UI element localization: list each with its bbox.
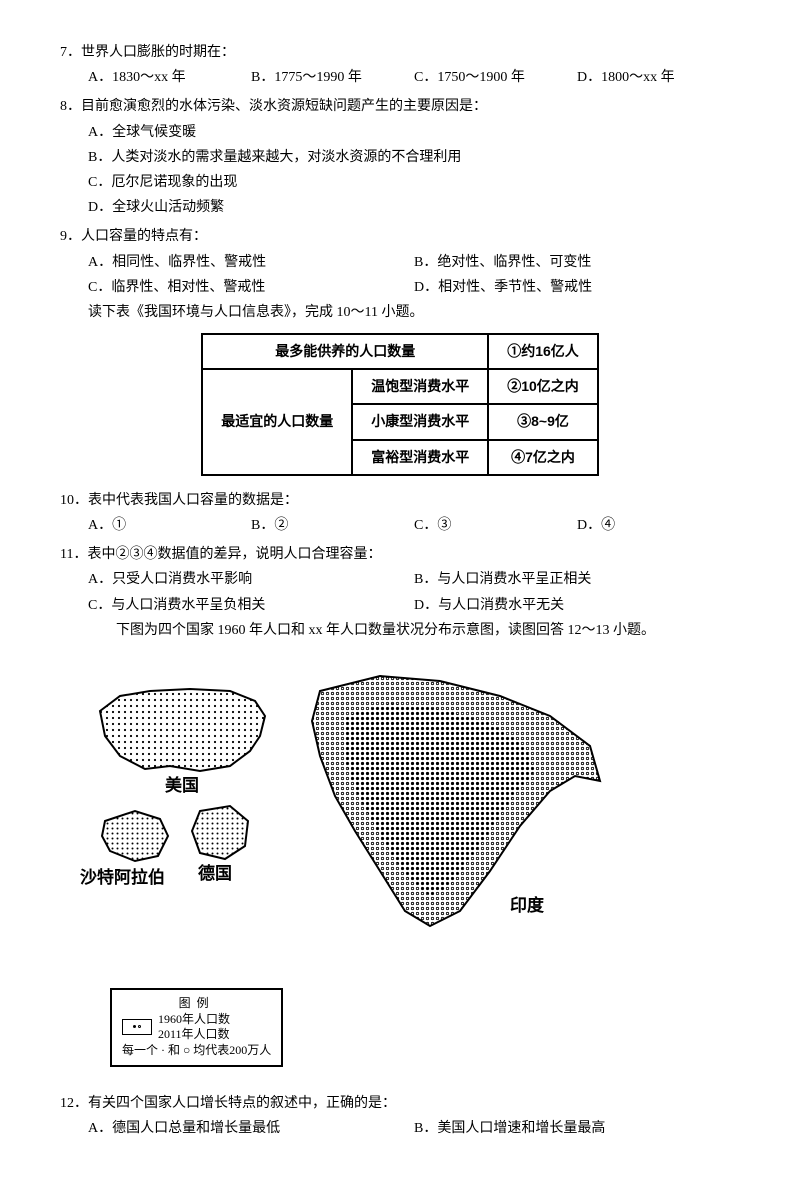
- q9-opt-b: B．绝对性、临界性、可变性: [414, 250, 740, 275]
- q8-opt-b: B．人类对淡水的需求量越来越大，对淡水资源的不合理利用: [88, 145, 740, 170]
- q10-opt-c: C．③: [414, 513, 577, 538]
- country-saudi-shape: [102, 811, 168, 861]
- table-r3c2: ③8~9亿: [488, 404, 598, 439]
- q12-opt-b: B．美国人口增速和增长量最高: [414, 1116, 740, 1141]
- q9-opt-c: C．临界性、相对性、警戒性: [88, 275, 414, 300]
- q11-opt-c: C．与人口消费水平呈负相关: [88, 593, 414, 618]
- q9-opt-a: A．相同性、临界性、警戒性: [88, 250, 414, 275]
- question-7: 7．世界人口膨胀的时期在： A．1830～xx 年 B．1775～1990 年 …: [60, 40, 740, 90]
- question-7-text: 7．世界人口膨胀的时期在：: [60, 40, 740, 65]
- table-r2c2: ②10亿之内: [488, 369, 598, 404]
- population-map-figure: 美国 沙特阿拉伯 德国 印度 图例 1960年人口数 2011年人口数 每一个 …: [60, 661, 740, 1067]
- q8-opt-c: C．厄尔尼诺现象的出现: [88, 170, 740, 195]
- q7-opt-a: A．1830～xx 年: [88, 65, 251, 90]
- question-12: 12．有关四个国家人口增长特点的叙述中，正确的是： A．德国人口总量和增长量最低…: [60, 1091, 740, 1141]
- population-info-table: 最多能供养的人口数量 ①约16亿人 最适宜的人口数量 温饱型消费水平 ②10亿之…: [201, 333, 599, 476]
- question-9: 9．人口容量的特点有： A．相同性、临界性、警戒性 B．绝对性、临界性、可变性 …: [60, 224, 740, 325]
- question-10-options: A．① B．② C．③ D．④: [60, 513, 740, 538]
- table-r4c1: 富裕型消费水平: [352, 440, 488, 475]
- question-10: 10．表中代表我国人口容量的数据是： A．① B．② C．③ D．④: [60, 488, 740, 538]
- table-rowspan-label: 最适宜的人口数量: [202, 369, 352, 475]
- map-legend: 图例 1960年人口数 2011年人口数 每一个 · 和 ○ 均代表200万人: [110, 988, 283, 1067]
- table-r4c2: ④7亿之内: [488, 440, 598, 475]
- question-12-text: 12．有关四个国家人口增长特点的叙述中，正确的是：: [60, 1091, 740, 1116]
- question-12-options: A．德国人口总量和增长量最低 B．美国人口增速和增长量最高: [60, 1116, 740, 1141]
- legend-line1: 1960年人口数: [158, 1012, 230, 1026]
- q10-opt-d: D．④: [577, 513, 740, 538]
- table-rowspan-label-text: 最适宜的人口数量: [221, 413, 333, 429]
- legend-row-1: 1960年人口数 2011年人口数: [122, 1012, 271, 1041]
- figure-intro: 下图为四个国家 1960 年人口和 xx 年人口数量状况分布示意图，读图回答 1…: [60, 618, 740, 643]
- table-intro: 读下表《我国环境与人口信息表》，完成 10～11 小题。: [60, 300, 740, 325]
- question-9-text: 9．人口容量的特点有：: [60, 224, 740, 249]
- label-germany: 德国: [198, 863, 232, 883]
- legend-line3: 每一个 · 和 ○ 均代表200万人: [122, 1041, 271, 1059]
- table-r1c1: 最多能供养的人口数量: [202, 334, 488, 369]
- map-svg: 美国 沙特阿拉伯 德国 印度: [80, 661, 620, 981]
- q7-opt-b: B．1775～1990 年: [251, 65, 414, 90]
- q8-opt-d: D．全球火山活动频繁: [88, 195, 740, 220]
- q12-opt-a: A．德国人口总量和增长量最低: [88, 1116, 414, 1141]
- q7-opt-c: C．1750～1900 年: [414, 65, 577, 90]
- question-8: 8．目前愈演愈烈的水体污染、淡水资源短缺问题产生的主要原因是： A．全球气候变暖…: [60, 94, 740, 220]
- country-usa-shape: [100, 689, 265, 771]
- table-r3c1: 小康型消费水平: [352, 404, 488, 439]
- population-info-table-wrap: 最多能供养的人口数量 ①约16亿人 最适宜的人口数量 温饱型消费水平 ②10亿之…: [60, 333, 740, 476]
- question-8-text: 8．目前愈演愈烈的水体污染、淡水资源短缺问题产生的主要原因是：: [60, 94, 740, 119]
- label-india: 印度: [510, 895, 545, 915]
- legend-title: 图例: [122, 994, 271, 1012]
- country-germany-shape: [192, 806, 248, 859]
- q10-opt-a: A．①: [88, 513, 251, 538]
- question-9-options: A．相同性、临界性、警戒性 B．绝对性、临界性、可变性 C．临界性、相对性、警戒…: [60, 250, 740, 300]
- table-r2c1: 温饱型消费水平: [352, 369, 488, 404]
- q7-opt-d: D．1800～xx 年: [577, 65, 740, 90]
- dot-solid-icon: [133, 1025, 136, 1028]
- q8-opt-a: A．全球气候变暖: [88, 120, 740, 145]
- legend-line2: 2011年人口数: [158, 1027, 230, 1041]
- table-r1c2: ①约16亿人: [488, 334, 598, 369]
- q11-opt-d: D．与人口消费水平无关: [414, 593, 740, 618]
- q10-opt-b: B．②: [251, 513, 414, 538]
- question-10-text: 10．表中代表我国人口容量的数据是：: [60, 488, 740, 513]
- question-7-options: A．1830～xx 年 B．1775～1990 年 C．1750～1900 年 …: [60, 65, 740, 90]
- label-usa: 美国: [165, 775, 199, 795]
- question-11: 11．表中②③④数据值的差异，说明人口合理容量： A．只受人口消费水平影响 B．…: [60, 542, 740, 643]
- q11-opt-b: B．与人口消费水平呈正相关: [414, 567, 740, 592]
- q9-opt-d: D．相对性、季节性、警戒性: [414, 275, 740, 300]
- label-saudi: 沙特阿拉伯: [80, 867, 165, 887]
- dot-open-icon: [138, 1025, 141, 1028]
- question-11-text: 11．表中②③④数据值的差异，说明人口合理容量：: [60, 542, 740, 567]
- question-11-options: A．只受人口消费水平影响 B．与人口消费水平呈正相关 C．与人口消费水平呈负相关…: [60, 567, 740, 617]
- question-8-options: A．全球气候变暖 B．人类对淡水的需求量越来越大，对淡水资源的不合理利用 C．厄…: [60, 120, 740, 221]
- legend-sample-box: [122, 1019, 152, 1035]
- q11-opt-a: A．只受人口消费水平影响: [88, 567, 414, 592]
